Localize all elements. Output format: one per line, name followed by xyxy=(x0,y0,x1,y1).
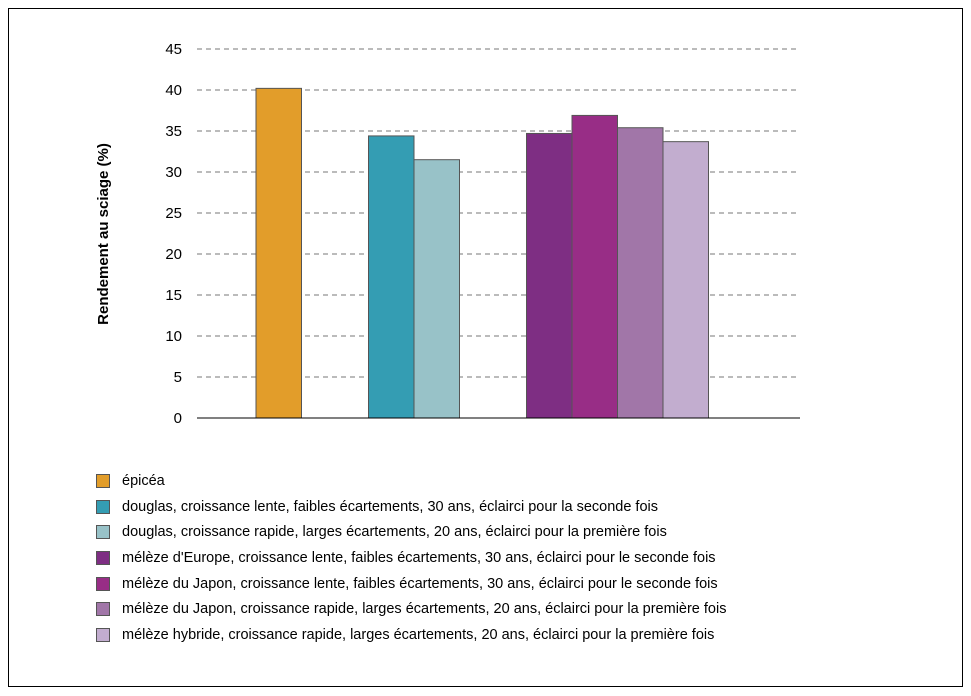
bar xyxy=(413,159,460,419)
legend-item: mélèze du Japon, croissance rapide, larg… xyxy=(96,596,726,622)
legend-swatch xyxy=(96,602,110,617)
bar xyxy=(662,141,709,419)
legend-item: douglas, croissance rapide, larges écart… xyxy=(96,519,726,545)
legend-label: épicéa xyxy=(122,472,165,489)
legend-label: mélèze du Japon, croissance lente, faibl… xyxy=(122,575,718,592)
legend-item: mélèze du Japon, croissance lente, faibl… xyxy=(96,571,726,597)
bar xyxy=(368,135,415,419)
y-tick-label: 20 xyxy=(165,246,182,263)
legend-item: mélèze hybride, croissance rapide, large… xyxy=(96,622,726,648)
legend: épicéa douglas, croissance lente, faibles… xyxy=(96,468,726,648)
legend-label: mélèze du Japon, croissance rapide, larg… xyxy=(122,601,727,618)
y-tick-label: 40 xyxy=(165,82,182,99)
bars xyxy=(255,87,709,419)
bar xyxy=(617,127,664,419)
legend-swatch xyxy=(96,499,110,514)
y-tick-label: 25 xyxy=(165,205,182,222)
y-tick-label: 15 xyxy=(165,287,182,304)
legend-label: douglas, croissance rapide, larges écart… xyxy=(122,524,667,541)
legend-swatch xyxy=(96,627,110,642)
legend-swatch xyxy=(96,473,110,488)
legend-item: douglas, croissance lente, faibles écart… xyxy=(96,494,726,520)
bar xyxy=(571,114,618,419)
bar xyxy=(526,132,573,419)
y-axis-label: Rendement au sciage (%) xyxy=(95,143,112,325)
legend-swatch xyxy=(96,550,110,565)
bar xyxy=(255,87,302,419)
legend-item: épicéa xyxy=(96,468,726,494)
y-tick-label: 10 xyxy=(165,328,182,345)
legend-item: mélèze d'Europe, croissance lente, faibl… xyxy=(96,545,726,571)
y-tick-label: 35 xyxy=(165,123,182,140)
legend-swatch xyxy=(96,525,110,540)
y-tick-label: 5 xyxy=(174,369,182,386)
y-tick-label: 30 xyxy=(165,164,182,181)
chart-frame xyxy=(8,8,963,687)
y-tick-label: 45 xyxy=(165,41,182,58)
legend-label: mélèze d'Europe, croissance lente, faibl… xyxy=(122,549,716,566)
y-tick-label: 0 xyxy=(174,410,182,427)
legend-label: douglas, croissance lente, faibles écart… xyxy=(122,498,658,515)
legend-swatch xyxy=(96,576,110,591)
legend-label: mélèze hybride, croissance rapide, large… xyxy=(122,626,715,643)
y-axis-ticks: 0 5 10 15 20 25 30 35 40 45 xyxy=(165,41,182,427)
